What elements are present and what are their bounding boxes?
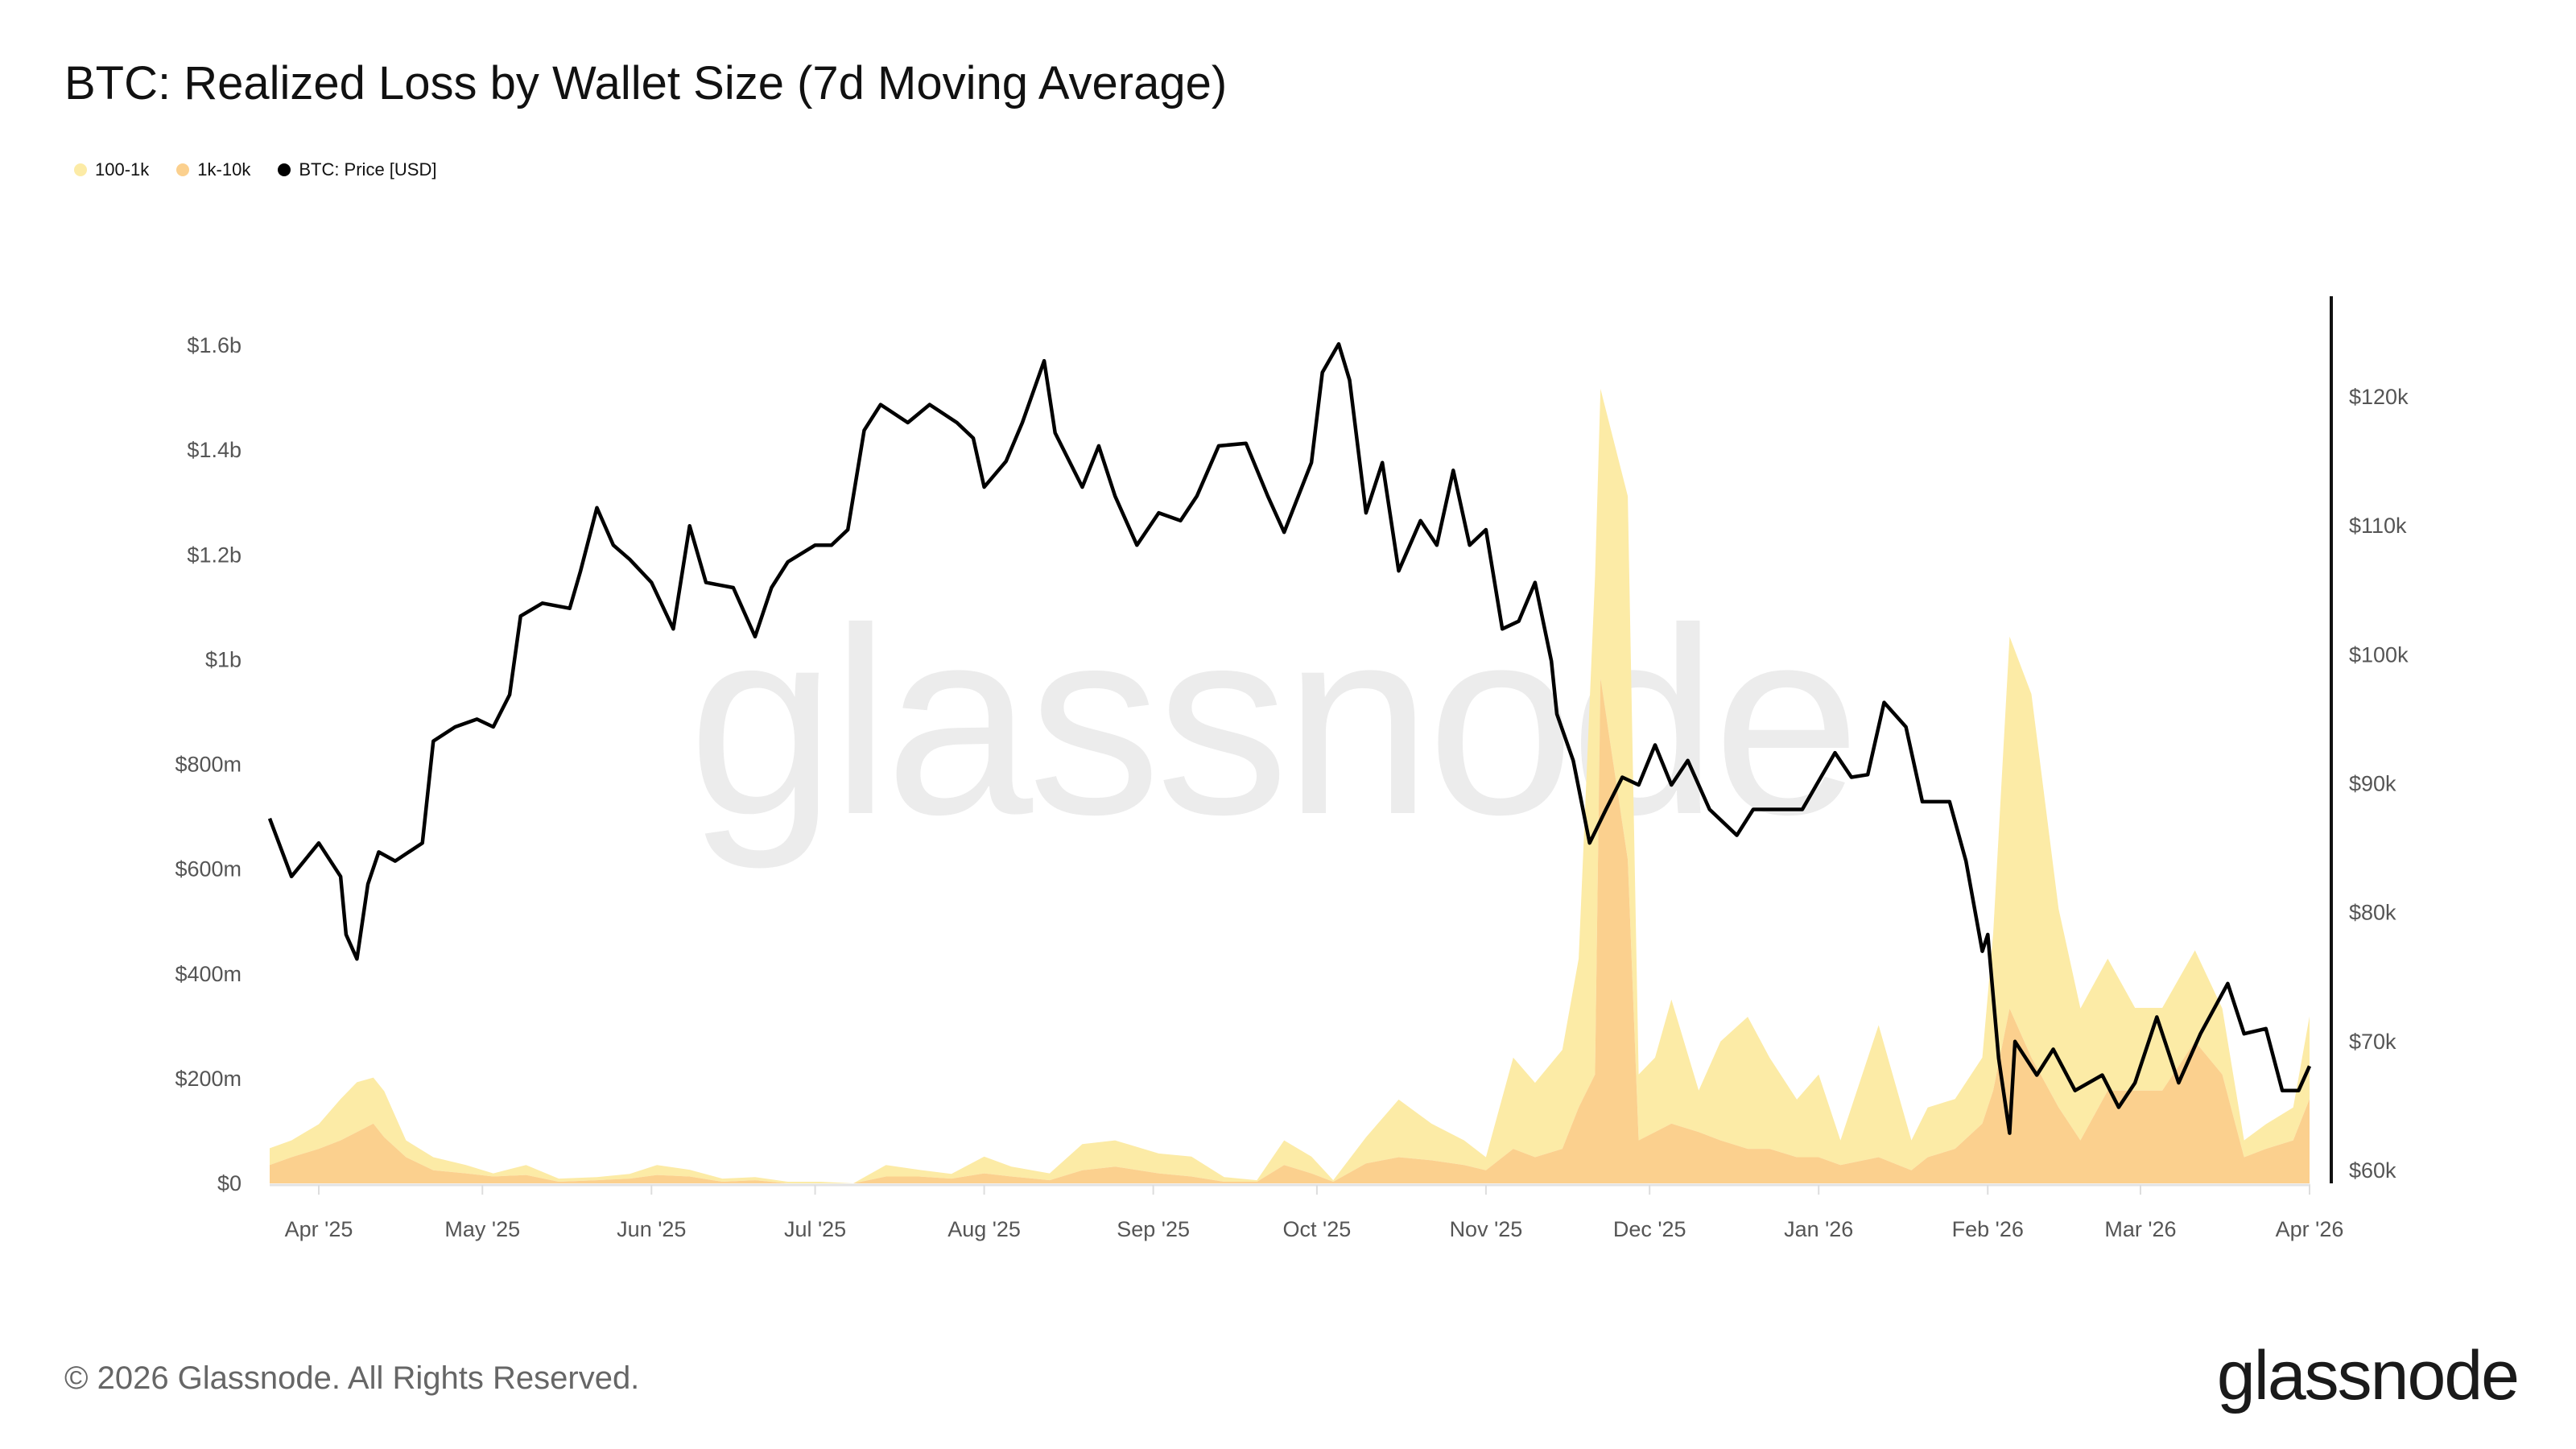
x-tick-label: Mar '26 [2104, 1217, 2176, 1241]
y-right-tick-label: $90k [2349, 772, 2396, 796]
y-right-tick-label: $60k [2349, 1158, 2396, 1183]
y-left-tick-label: $800m [175, 753, 242, 777]
legend: 100-1k 1k-10k BTC: Price [USD] [74, 159, 436, 180]
legend-label: 100-1k [95, 159, 150, 180]
y-left-tick-label: $400m [175, 962, 242, 986]
y-left-tick-label: $1.2b [187, 543, 242, 567]
legend-label: 1k-10k [197, 159, 251, 180]
legend-item-btc-price[interactable]: BTC: Price [USD] [278, 159, 436, 180]
legend-dot-icon [278, 163, 291, 176]
y-right-tick-label: $110k [2349, 514, 2407, 538]
legend-dot-icon [176, 163, 190, 176]
y-left-tick-label: $1.4b [187, 438, 242, 462]
x-tick-label: Jun '25 [617, 1217, 686, 1241]
x-tick-label: Dec '25 [1613, 1217, 1686, 1241]
price-line-layer [267, 342, 2312, 1135]
x-tick-label: May '25 [444, 1217, 520, 1241]
y-left-tick-label: $0 [217, 1171, 242, 1195]
y-left-tick-label: $600m [175, 857, 242, 881]
y-left-tick-label: $1b [205, 647, 242, 671]
x-tick-label: Jul '25 [784, 1217, 846, 1241]
chart-title: BTC: Realized Loss by Wallet Size (7d Mo… [64, 57, 1228, 109]
area-layer [270, 389, 2310, 1183]
x-tick-label: Jan '26 [1784, 1217, 1853, 1241]
x-tick-label: Aug '25 [947, 1217, 1021, 1241]
legend-dot-icon [74, 163, 87, 176]
copyright: © 2026 Glassnode. All Rights Reserved. [64, 1360, 640, 1396]
legend-label: BTC: Price [USD] [299, 159, 437, 180]
y-right-tick-label: $70k [2349, 1030, 2396, 1054]
x-tick-label: Oct '25 [1283, 1217, 1352, 1241]
legend-item-1k-10k[interactable]: 1k-10k [176, 159, 250, 180]
btc-price-line [267, 342, 2312, 1135]
area-1k-10k [270, 678, 2310, 1183]
y-right-tick-label: $80k [2349, 901, 2396, 925]
watermark: glassnode [688, 572, 1856, 871]
x-tick-label: Sep '25 [1117, 1217, 1190, 1241]
y-axis-left: $0 $200m $400m $600m $800m $1b $1.2b $1.4b $1.6b [175, 333, 242, 1195]
x-axis: Apr '25 May '25 Jun '25 Jul '25 Aug '25 Sep '… [270, 1183, 2344, 1241]
legend-item-100-1k[interactable]: 100-1k [74, 159, 149, 180]
y-right-tick-label: $120k [2349, 385, 2409, 409]
x-tick-label: Nov '25 [1450, 1217, 1523, 1241]
x-tick-label: Apr '25 [285, 1217, 353, 1241]
glassnode-logo: glassnode [2216, 1337, 2520, 1414]
y-right-tick-label: $100k [2349, 642, 2409, 667]
x-tick-label: Feb '26 [1952, 1217, 2024, 1241]
y-axis-right: $60k $70k $80k $90k $100k $110k $120k [2330, 296, 2409, 1183]
y-left-tick-label: $1.6b [187, 333, 242, 357]
x-tick-label: Apr '26 [2276, 1217, 2344, 1241]
y-left-tick-label: $200m [175, 1067, 242, 1091]
